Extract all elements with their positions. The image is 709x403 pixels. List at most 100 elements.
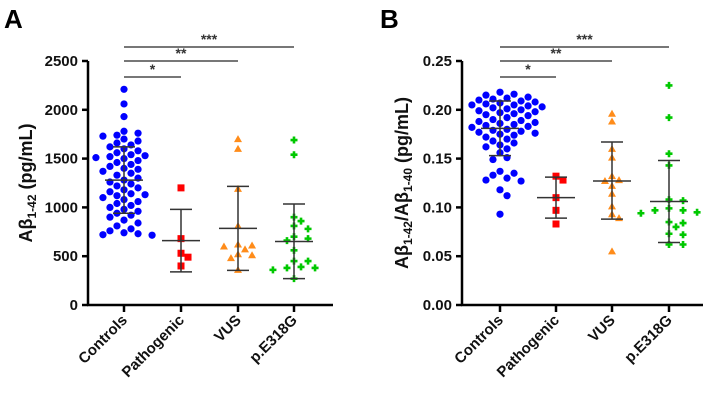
data-point [92,154,100,162]
data-point [552,172,560,180]
data-point [608,117,616,125]
data-point [475,96,483,104]
data-point [113,158,121,167]
data-point [241,245,250,253]
data-point [482,100,490,108]
data-point [120,100,128,108]
data-point [524,122,532,130]
data-point [482,143,490,151]
data-point [113,171,121,179]
panel-label: B [380,4,399,34]
data-point [120,229,128,237]
data-point [552,220,560,228]
data-point [665,150,673,158]
data-point [134,137,142,145]
data-point [503,114,511,122]
y-tick-label: 0.15 [423,151,452,168]
panel-label: A [4,4,23,34]
data-point [531,108,539,116]
data-point [665,240,673,248]
data-point [531,129,539,137]
data-point [127,160,135,169]
data-point [503,94,511,102]
data-point [113,149,121,157]
y-label-text: /Aβ [392,192,412,221]
data-point [524,102,532,110]
data-point [127,180,135,188]
data-point [482,133,490,141]
data-point [524,112,532,120]
data-point [482,91,490,99]
y-tick-label: 1000 [45,199,78,216]
data-point [177,184,185,192]
y-label-text: (pg/mL) [16,123,36,194]
data-point [496,167,504,175]
data-point [120,113,128,121]
data-point [113,139,121,147]
x-tick-label: p.E318G [621,312,675,366]
y-tick-label: 2000 [45,102,78,119]
data-point [134,147,142,155]
data-point [120,127,128,135]
data-point [113,192,121,200]
data-point [496,88,504,96]
data-point [99,132,107,140]
data-point [134,184,142,192]
data-point [489,155,497,164]
data-point [489,171,497,179]
y-tick-label: 500 [53,248,78,265]
data-point [475,117,483,126]
data-point [134,219,142,227]
data-point [468,123,476,131]
y-label-subscript: 1-40 [401,168,415,192]
data-point [226,254,235,262]
data-point [679,197,687,205]
data-point [184,253,192,261]
data-point [482,111,490,119]
data-point [304,257,312,265]
data-point [127,201,135,210]
y-tick-label: 0 [70,297,78,314]
significance-label: *** [576,31,593,47]
data-point [489,137,497,145]
data-point [99,194,107,202]
data-point [615,214,624,222]
data-point [106,213,114,221]
data-point [510,169,518,177]
data-point [106,153,114,161]
data-point [234,135,242,143]
data-point [304,235,312,243]
data-point [496,186,504,194]
y-label-text: Aβ [392,245,412,269]
data-point [269,266,277,274]
data-point [99,231,107,239]
data-point [106,143,114,151]
data-point [538,103,546,111]
data-point [559,176,567,184]
data-point [651,206,659,214]
data-point [510,120,518,129]
data-point [524,93,532,101]
data-point [517,177,525,185]
data-point [510,110,518,118]
y-label-subscript: 1-42 [25,194,39,218]
x-tick-label: Controls [75,312,131,368]
data-point [304,225,312,233]
y-tick-label: 0.10 [423,199,452,216]
data-point [503,174,511,182]
data-point [120,216,128,224]
significance-label: ** [551,45,562,61]
data-point [693,208,701,216]
panel-B: B0.000.050.100.150.200.25ControlsPathoge… [380,4,703,381]
data-point [106,188,114,196]
data-point [120,135,128,143]
data-point [608,109,616,117]
y-tick-label: 0.25 [423,53,452,70]
data-point [148,231,156,239]
data-point [134,129,142,137]
y-label-text: Aβ [16,219,36,243]
data-point [482,121,490,130]
y-label-subscript: 1-42 [401,221,415,245]
data-point [531,118,539,127]
